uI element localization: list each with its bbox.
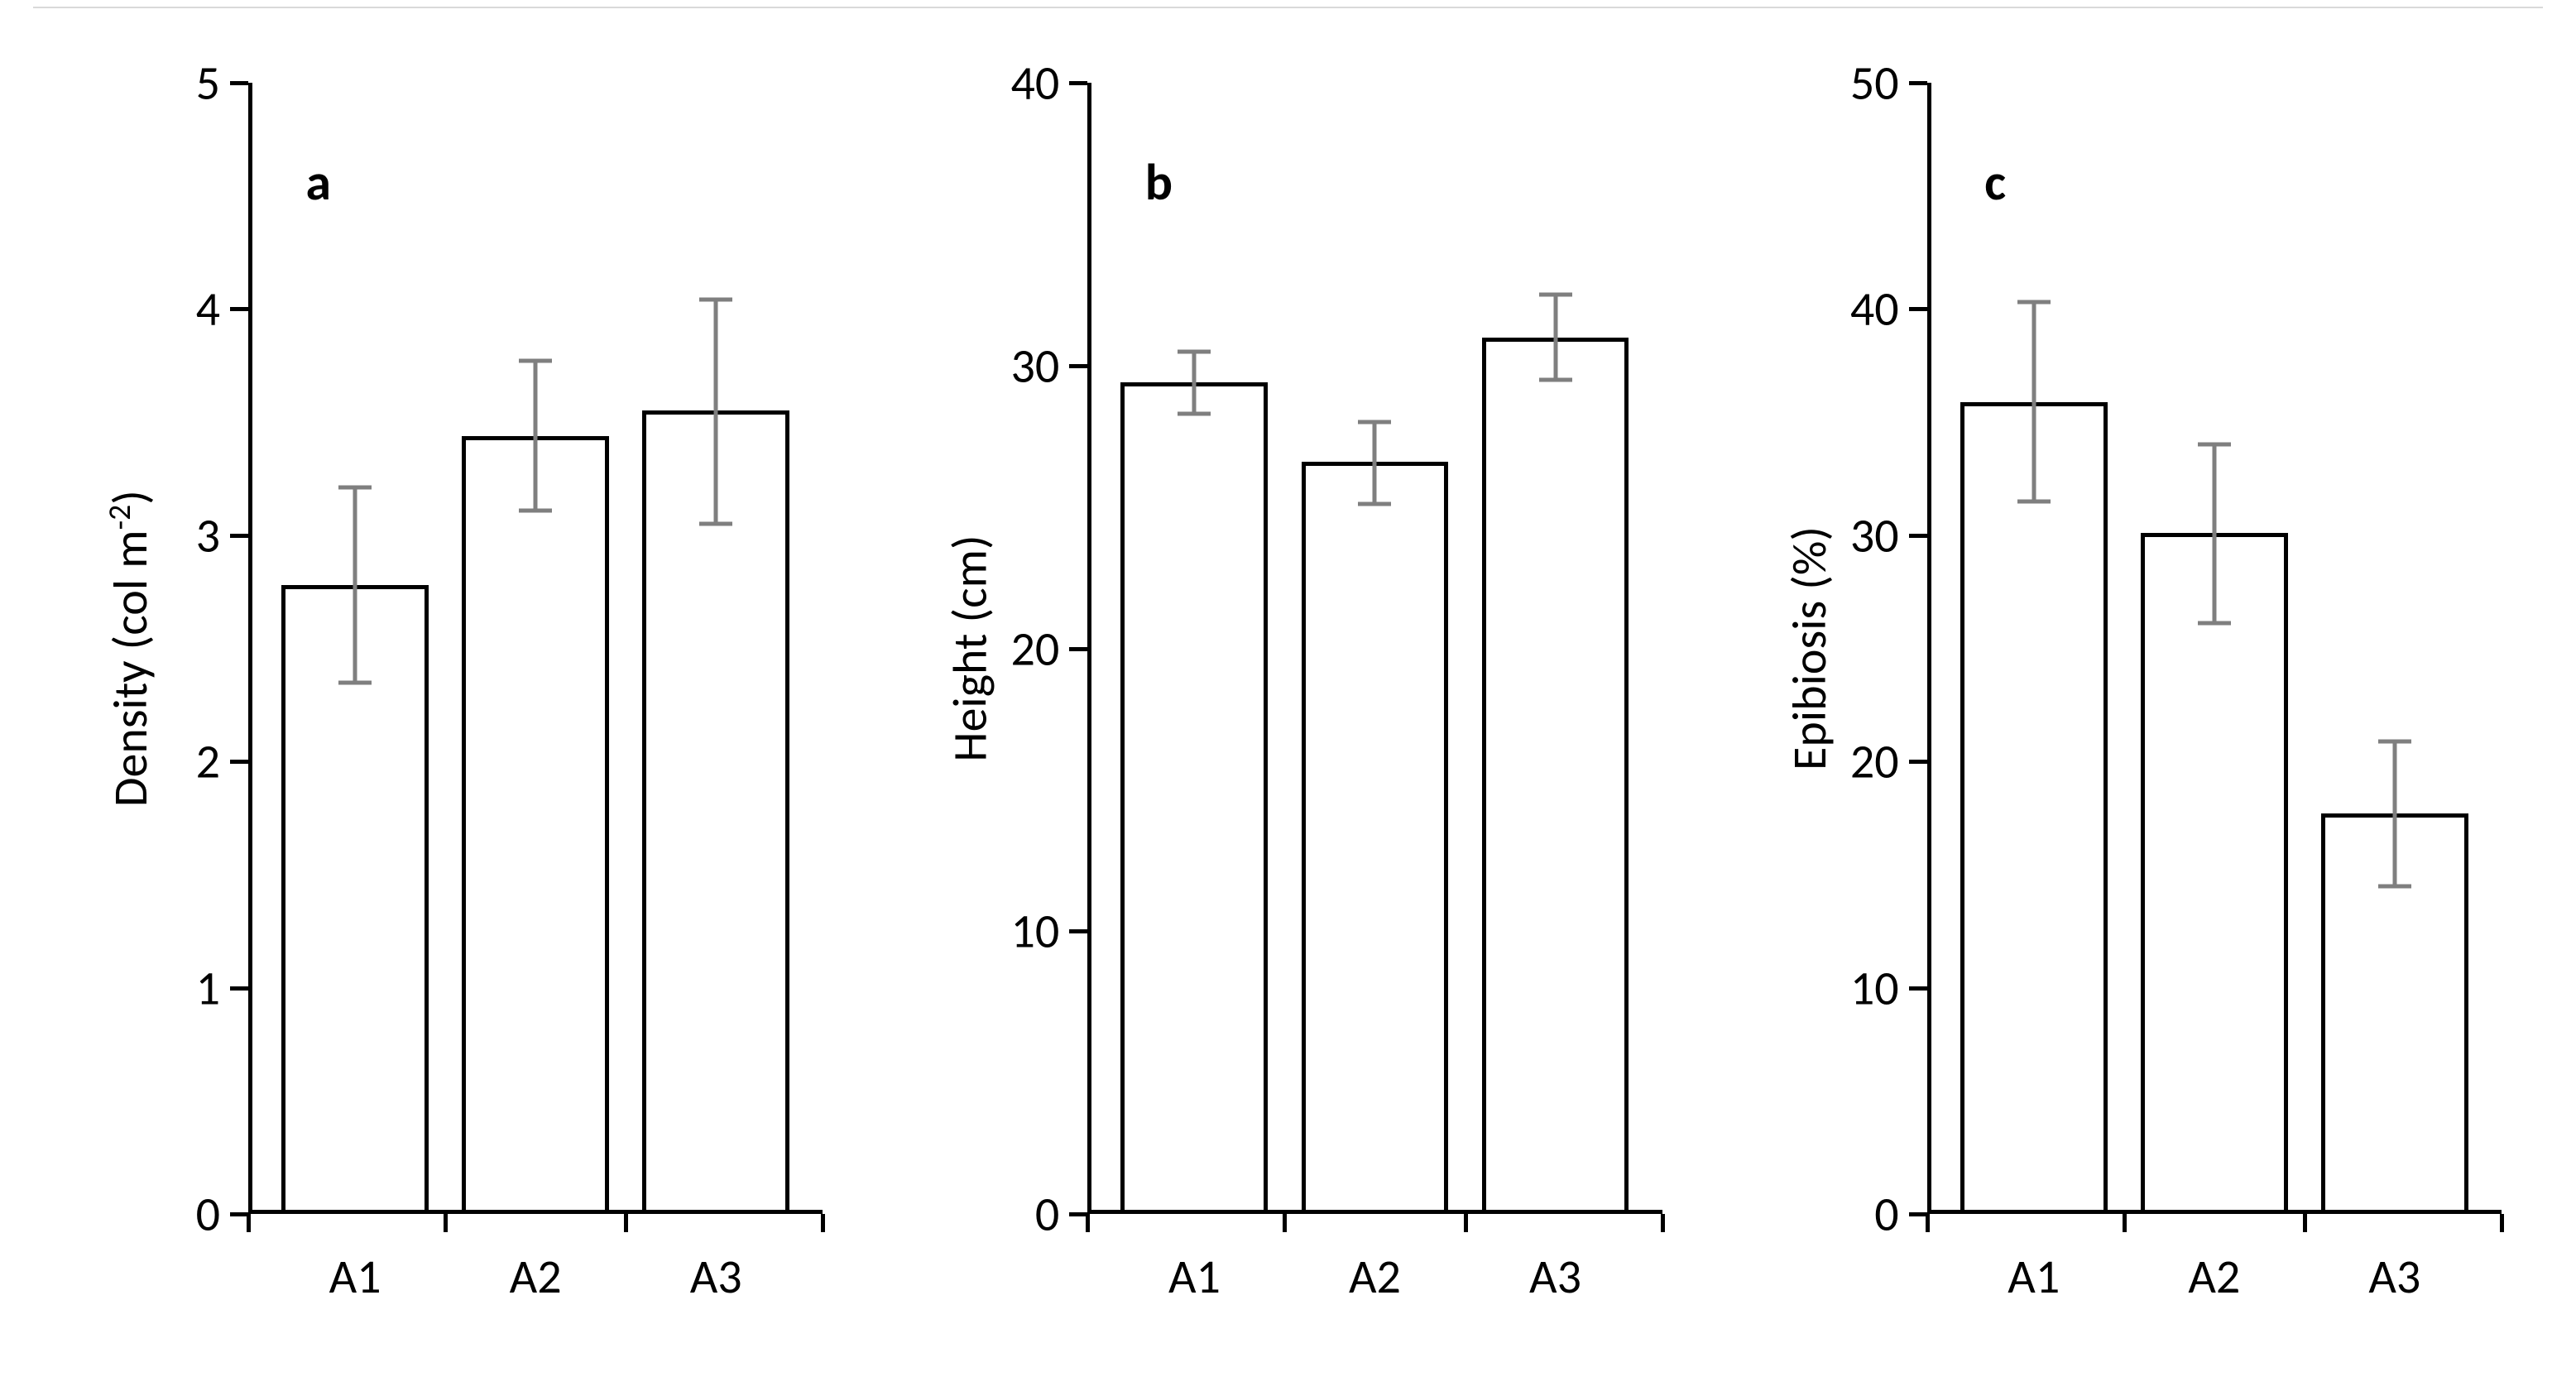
x-tick	[1464, 1214, 1468, 1232]
y-tick-label: 5	[196, 54, 248, 113]
errorbar-stem	[1373, 422, 1377, 504]
y-tick-label: 4	[196, 280, 248, 338]
bar-A2	[2141, 533, 2288, 1214]
errorbar-stem	[2212, 444, 2216, 623]
x-tick-label: A2	[510, 1214, 562, 1306]
bar-A2	[1302, 462, 1449, 1214]
plot-area: 012345A1A2A3a	[248, 83, 823, 1214]
y-tick-label: 0	[196, 1185, 248, 1244]
x-tick-label: A2	[2188, 1214, 2240, 1306]
errorbar-cap-upper	[2378, 739, 2411, 743]
errorbar-cap-lower	[519, 508, 552, 512]
errorbar-cap-lower	[338, 680, 372, 684]
errorbar-stem	[1553, 295, 1557, 380]
panel-tag: b	[1145, 151, 1173, 213]
bar-A3	[1482, 338, 1629, 1214]
y-tick-label: 3	[196, 506, 248, 564]
y-tick-label: 0	[1035, 1185, 1087, 1244]
y-tick-label: 2	[196, 732, 248, 791]
y-axis-line	[248, 83, 252, 1214]
x-tick-label: A3	[690, 1214, 742, 1306]
errorbar-cap-upper	[1539, 293, 1572, 297]
y-tick-label: 50	[1850, 54, 1927, 113]
errorbar-stem	[353, 487, 357, 682]
panel-c: Epibiosis (%) 01020304050A1A2A3c	[1753, 58, 2526, 1363]
y-tick-label: 30	[1011, 336, 1088, 395]
y-tick-label: 20	[1850, 732, 1927, 791]
errorbar-stem	[2392, 741, 2396, 886]
y-tick-label: 20	[1011, 619, 1088, 678]
x-tick-label: A1	[2008, 1214, 2060, 1306]
y-axis-label-text: Density (col m-2)	[101, 490, 160, 807]
x-tick	[2500, 1214, 2504, 1232]
y-axis-label: Epibiosis (%)	[1778, 83, 1840, 1214]
errorbar-cap-upper	[2017, 300, 2051, 305]
errorbar-cap-lower	[2017, 499, 2051, 503]
errorbar-stem	[2032, 302, 2036, 501]
errorbar-cap-upper	[1358, 420, 1391, 425]
y-tick-label: 30	[1850, 506, 1927, 564]
bar-A3	[642, 410, 789, 1214]
y-axis-label: Height (cm)	[938, 83, 1000, 1214]
panels-container: Density (col m-2)012345A1A2A3aHeight (cm…	[74, 58, 2526, 1363]
y-axis-label: Density (col m-2)	[99, 83, 161, 1214]
plot-area: 01020304050A1A2A3c	[1927, 83, 2502, 1214]
panel-b: Height (cm) 010203040A1A2A3b	[914, 58, 1686, 1363]
x-tick	[1086, 1214, 1090, 1232]
x-tick-label: A3	[2368, 1214, 2420, 1306]
errorbar-cap-lower	[1358, 502, 1391, 506]
y-tick-label: 0	[1874, 1185, 1926, 1244]
y-tick-label: 1	[196, 958, 248, 1017]
errorbar-cap-upper	[338, 486, 372, 490]
errorbar-cap-lower	[2378, 884, 2411, 888]
bar-A2	[462, 436, 609, 1214]
errorbar-cap-lower	[2198, 621, 2231, 626]
errorbar-cap-upper	[1178, 349, 1211, 353]
x-tick-label: A2	[1349, 1214, 1401, 1306]
y-axis-line	[1927, 83, 1931, 1214]
x-tick	[821, 1214, 825, 1232]
x-tick	[1283, 1214, 1287, 1232]
x-tick	[247, 1214, 251, 1232]
x-tick	[444, 1214, 448, 1232]
x-tick	[2303, 1214, 2307, 1232]
y-axis-line	[1087, 83, 1091, 1214]
bar-A1	[1960, 402, 2108, 1215]
x-tick	[1926, 1214, 1930, 1232]
y-tick-label: 40	[1011, 54, 1088, 113]
errorbar-cap-lower	[1178, 411, 1211, 415]
panel-tag: c	[1984, 151, 2006, 213]
y-tick-label: 10	[1850, 958, 1927, 1017]
panel-a: Density (col m-2) 012345A1A2A3a	[74, 58, 847, 1363]
x-tick	[1661, 1214, 1665, 1232]
y-axis-label-text: Height (cm)	[940, 535, 999, 761]
plot-area: 010203040A1A2A3b	[1087, 83, 1662, 1214]
errorbar-cap-upper	[2198, 443, 2231, 447]
figure-root: Density (col m-2)012345A1A2A3aHeight (cm…	[0, 0, 2576, 1396]
x-tick-label: A1	[1168, 1214, 1221, 1306]
errorbar-cap-lower	[1539, 377, 1572, 381]
x-tick-label: A3	[1529, 1214, 1581, 1306]
errorbar-stem	[714, 300, 718, 524]
errorbar-cap-lower	[699, 522, 732, 526]
errorbar-stem	[534, 361, 538, 510]
y-axis-label-text: Epibiosis (%)	[1780, 526, 1839, 770]
top-rule	[33, 7, 2543, 8]
x-tick-label: A1	[329, 1214, 381, 1306]
y-tick-label: 40	[1850, 280, 1927, 338]
panel-tag: a	[305, 151, 331, 213]
errorbar-stem	[1192, 352, 1197, 414]
x-tick	[2123, 1214, 2127, 1232]
bar-A1	[1120, 382, 1268, 1214]
errorbar-cap-upper	[519, 359, 552, 363]
errorbar-cap-upper	[699, 298, 732, 302]
x-tick	[624, 1214, 628, 1232]
y-tick-label: 10	[1011, 902, 1088, 961]
